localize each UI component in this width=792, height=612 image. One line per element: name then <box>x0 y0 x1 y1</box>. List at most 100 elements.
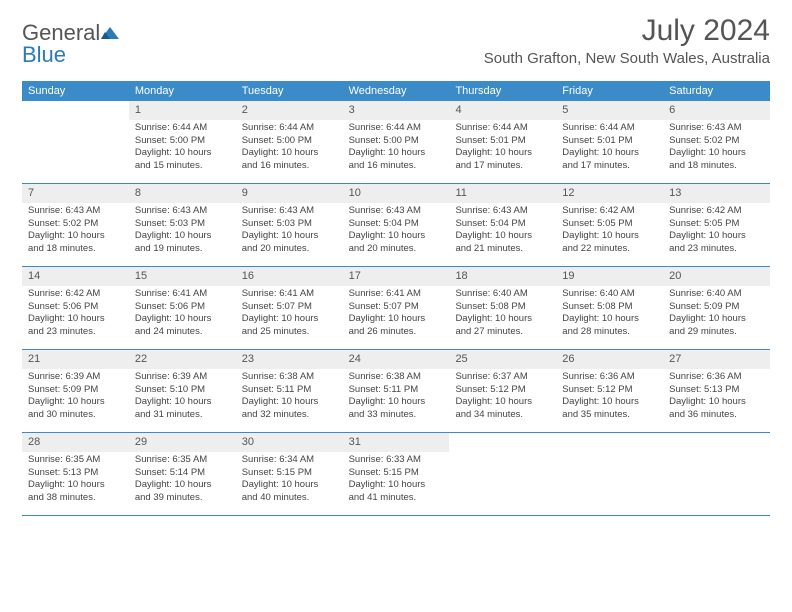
sunrise-text: Sunrise: 6:33 AM <box>349 454 444 467</box>
sunset-text: Sunset: 5:15 PM <box>242 467 337 480</box>
daylight-text: Daylight: 10 hours and 17 minutes. <box>455 147 550 173</box>
day-details: Sunrise: 6:42 AMSunset: 5:05 PMDaylight:… <box>663 203 770 262</box>
day-header-thu: Thursday <box>449 81 556 101</box>
sunrise-text: Sunrise: 6:42 AM <box>562 205 657 218</box>
day-cell: 22Sunrise: 6:39 AMSunset: 5:10 PMDayligh… <box>129 350 236 432</box>
day-cell: 14Sunrise: 6:42 AMSunset: 5:06 PMDayligh… <box>22 267 129 349</box>
day-header-mon: Monday <box>129 81 236 101</box>
day-details: Sunrise: 6:44 AMSunset: 5:01 PMDaylight:… <box>556 120 663 179</box>
day-cell: 16Sunrise: 6:41 AMSunset: 5:07 PMDayligh… <box>236 267 343 349</box>
day-details: Sunrise: 6:38 AMSunset: 5:11 PMDaylight:… <box>343 369 450 428</box>
day-cell: 19Sunrise: 6:40 AMSunset: 5:08 PMDayligh… <box>556 267 663 349</box>
sunset-text: Sunset: 5:06 PM <box>28 301 123 314</box>
day-number: 25 <box>449 350 556 369</box>
day-number <box>663 433 770 450</box>
daylight-text: Daylight: 10 hours and 19 minutes. <box>135 230 230 256</box>
calendar-grid: Sunday Monday Tuesday Wednesday Thursday… <box>22 81 770 516</box>
day-cell: 12 Sunrise: 6:42 AMSunset: 5:05 PMDayligh… <box>556 184 663 266</box>
sunset-text: Sunset: 5:03 PM <box>242 218 337 231</box>
week-row: 1Sunrise: 6:44 AMSunset: 5:00 PMDaylight… <box>22 101 770 184</box>
sunset-text: Sunset: 5:11 PM <box>242 384 337 397</box>
sunset-text: Sunset: 5:03 PM <box>135 218 230 231</box>
day-cell: 30Sunrise: 6:34 AMSunset: 5:15 PMDayligh… <box>236 433 343 515</box>
day-details: Sunrise: 6:44 AMSunset: 5:00 PMDaylight:… <box>236 120 343 179</box>
daylight-text: Daylight: 10 hours and 22 minutes. <box>562 230 657 256</box>
logo-triangle-icon <box>101 25 121 41</box>
day-header-row: Sunday Monday Tuesday Wednesday Thursday… <box>22 81 770 101</box>
day-number <box>556 433 663 450</box>
day-details: Sunrise: 6:43 AMSunset: 5:02 PMDaylight:… <box>22 203 129 262</box>
day-number: 29 <box>129 433 236 452</box>
sunrise-text: Sunrise: 6:36 AM <box>562 371 657 384</box>
sunrise-text: Sunrise: 6:37 AM <box>455 371 550 384</box>
day-details: Sunrise: 6:43 AMSunset: 5:04 PMDaylight:… <box>343 203 450 262</box>
daylight-text: Daylight: 10 hours and 27 minutes. <box>455 313 550 339</box>
day-cell: 28Sunrise: 6:35 AMSunset: 5:13 PMDayligh… <box>22 433 129 515</box>
sunrise-text: Sunrise: 6:39 AM <box>28 371 123 384</box>
day-cell: 4Sunrise: 6:44 AMSunset: 5:01 PMDaylight… <box>449 101 556 183</box>
title-block: July 2024 South Grafton, New South Wales… <box>484 14 770 67</box>
page-header: General July 2024 South Grafton, New Sou… <box>0 0 792 71</box>
sunrise-text: Sunrise: 6:43 AM <box>135 205 230 218</box>
sunrise-text: Sunrise: 6:44 AM <box>562 122 657 135</box>
daylight-text: Daylight: 10 hours and 26 minutes. <box>349 313 444 339</box>
day-cell: 9Sunrise: 6:43 AMSunset: 5:03 PMDaylight… <box>236 184 343 266</box>
sunset-text: Sunset: 5:09 PM <box>28 384 123 397</box>
sunset-text: Sunset: 5:01 PM <box>455 135 550 148</box>
day-details: Sunrise: 6:41 AMSunset: 5:07 PMDaylight:… <box>236 286 343 345</box>
sunrise-text: Sunrise: 6:40 AM <box>562 288 657 301</box>
day-cell: 7Sunrise: 6:43 AMSunset: 5:02 PMDaylight… <box>22 184 129 266</box>
day-details: Sunrise: 6:40 AMSunset: 5:08 PMDaylight:… <box>449 286 556 345</box>
daylight-text: Daylight: 10 hours and 21 minutes. <box>455 230 550 256</box>
sunset-text: Sunset: 5:08 PM <box>562 301 657 314</box>
sunrise-text: Sunrise: 6:43 AM <box>669 122 764 135</box>
daylight-text: Daylight: 10 hours and 32 minutes. <box>242 396 337 422</box>
day-cell: 21Sunrise: 6:39 AMSunset: 5:09 PMDayligh… <box>22 350 129 432</box>
sunrise-text: Sunrise: 6:44 AM <box>455 122 550 135</box>
sunset-text: Sunset: 5:02 PM <box>669 135 764 148</box>
day-details: Sunrise: 6:38 AMSunset: 5:11 PMDaylight:… <box>236 369 343 428</box>
sunrise-text: Sunrise: 6:39 AM <box>135 371 230 384</box>
sunrise-text: Sunrise: 6:43 AM <box>28 205 123 218</box>
week-row: 21Sunrise: 6:39 AMSunset: 5:09 PMDayligh… <box>22 350 770 433</box>
day-number: 15 <box>129 267 236 286</box>
sunset-text: Sunset: 5:13 PM <box>28 467 123 480</box>
sunset-text: Sunset: 5:02 PM <box>28 218 123 231</box>
day-details: Sunrise: 6:41 AMSunset: 5:06 PMDaylight:… <box>129 286 236 345</box>
daylight-text: Daylight: 10 hours and 25 minutes. <box>242 313 337 339</box>
daylight-text: Daylight: 10 hours and 36 minutes. <box>669 396 764 422</box>
day-number: 16 <box>236 267 343 286</box>
sunset-text: Sunset: 5:12 PM <box>455 384 550 397</box>
sunset-text: Sunset: 5:14 PM <box>135 467 230 480</box>
day-cell: 6Sunrise: 6:43 AMSunset: 5:02 PMDaylight… <box>663 101 770 183</box>
day-cell: 3Sunrise: 6:44 AMSunset: 5:00 PMDaylight… <box>343 101 450 183</box>
sunset-text: Sunset: 5:15 PM <box>349 467 444 480</box>
day-number: 12 <box>556 184 663 203</box>
day-details: Sunrise: 6:34 AMSunset: 5:15 PMDaylight:… <box>236 452 343 511</box>
day-cell: 26Sunrise: 6:36 AMSunset: 5:12 PMDayligh… <box>556 350 663 432</box>
day-details: Sunrise: 6:40 AMSunset: 5:09 PMDaylight:… <box>663 286 770 345</box>
day-number: 20 <box>663 267 770 286</box>
sunset-text: Sunset: 5:06 PM <box>135 301 230 314</box>
sunrise-text: Sunrise: 6:35 AM <box>28 454 123 467</box>
day-cell: 29Sunrise: 6:35 AMSunset: 5:14 PMDayligh… <box>129 433 236 515</box>
daylight-text: Daylight: 10 hours and 16 minutes. <box>349 147 444 173</box>
sunrise-text: Sunrise: 6:36 AM <box>669 371 764 384</box>
day-number: 19 <box>556 267 663 286</box>
daylight-text: Daylight: 10 hours and 16 minutes. <box>242 147 337 173</box>
day-details: Sunrise: 6:42 AMSunset: 5:06 PMDaylight:… <box>22 286 129 345</box>
day-cell: 11Sunrise: 6:43 AMSunset: 5:04 PMDayligh… <box>449 184 556 266</box>
sunset-text: Sunset: 5:12 PM <box>562 384 657 397</box>
day-details: Sunrise: 6:35 AMSunset: 5:14 PMDaylight:… <box>129 452 236 511</box>
day-number <box>22 101 129 118</box>
day-cell: 17Sunrise: 6:41 AMSunset: 5:07 PMDayligh… <box>343 267 450 349</box>
day-cell <box>556 433 663 515</box>
sunrise-text: Sunrise: 6:38 AM <box>242 371 337 384</box>
day-number: 21 <box>22 350 129 369</box>
day-header-wed: Wednesday <box>343 81 450 101</box>
sunset-text: Sunset: 5:05 PM <box>562 218 657 231</box>
sunrise-text: Sunrise: 6:42 AM <box>28 288 123 301</box>
daylight-text: Daylight: 10 hours and 18 minutes. <box>669 147 764 173</box>
day-number: 3 <box>343 101 450 120</box>
day-cell: 2Sunrise: 6:44 AMSunset: 5:00 PMDaylight… <box>236 101 343 183</box>
